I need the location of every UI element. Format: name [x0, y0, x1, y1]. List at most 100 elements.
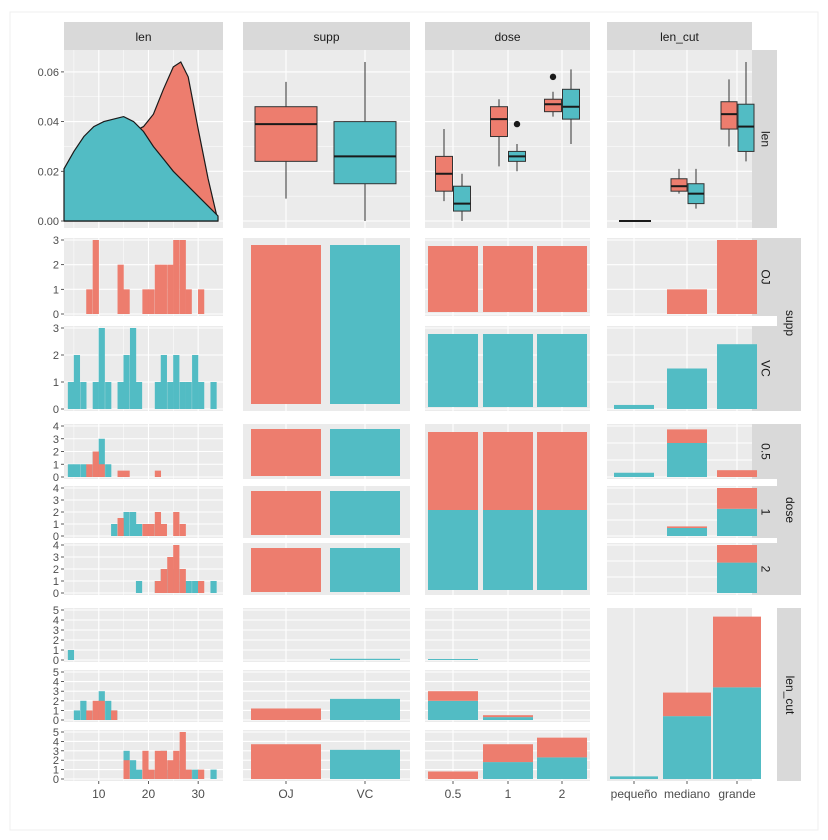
supp-vc-y-label: 1: [53, 377, 59, 389]
density-y-label: 0.06: [38, 67, 59, 79]
bar-len-cut-pequeno-dose-0-vc: [428, 659, 478, 660]
boxplot-dose-1-oj-box: [490, 106, 508, 138]
bar-supp-vc-len-cut-0: [614, 404, 654, 409]
hist-supp-vc-bar: [73, 355, 81, 409]
hist-dose-0.5-bar: [98, 438, 105, 477]
bar-supp-oj-dose-2: [537, 246, 587, 312]
bar-supp-oj-dose-0.5: [428, 246, 478, 312]
bar-dose-2-supp-vc: [330, 548, 400, 592]
hist-supp-vc-bar: [173, 355, 180, 409]
hist-supp-vc-bar: [185, 382, 192, 409]
hist-supp-oj-bar: [185, 289, 192, 314]
bar-dose-2-len-cut-2-vc: [717, 562, 757, 593]
row-strip-len-label: len: [758, 131, 772, 147]
hist-supp-vc-bar: [123, 355, 130, 409]
hist-len-cut-grande-bar: [148, 769, 155, 779]
bar-len-cut-grande-supp-oj: [251, 744, 321, 779]
hist-len-cut-grande-bar: [154, 750, 162, 779]
row-strip-supp: [777, 238, 801, 411]
hist-len-cut-mediano-bar: [111, 710, 118, 720]
bar-dose-1-supp-oj: [251, 491, 321, 535]
bar-supp-vc: [330, 245, 400, 404]
dose-1-y-label: 1: [53, 519, 59, 531]
bar-dose-by-dose-1-vc: [483, 510, 533, 590]
column-strip-supp: [243, 22, 410, 50]
hist-supp-vc-bar: [135, 382, 143, 409]
boxplot-len-cut-mediano-oj-box: [670, 178, 688, 192]
column-strip-len: [64, 22, 223, 50]
bar-supp-oj-len-cut-1: [667, 289, 707, 314]
hist-dose-1-bar: [154, 512, 162, 536]
hist-len-cut-grande-bar: [198, 769, 205, 779]
row-strip-dose-label: dose: [783, 497, 797, 523]
bar-dose-by-dose-2-vc: [537, 510, 587, 590]
len-cut-pequeno-y-label: 4: [53, 615, 59, 627]
row-substrip-dose-2-label: 2: [758, 566, 772, 573]
bar-dose-1-supp-vc: [330, 491, 400, 535]
supp-vc-y-label: 0: [53, 404, 59, 416]
hist-supp-vc-bar: [117, 382, 124, 409]
dose-0.5-y-label: 4: [53, 421, 59, 433]
hist-dose-1-bar: [148, 524, 155, 536]
hist-len-cut-grande-bar: [142, 750, 149, 779]
hist-len-cut-grande-bar: [129, 760, 137, 779]
hist-len-cut-grande-bar: [179, 732, 186, 779]
hist-dose-2-bar: [154, 581, 162, 593]
len-cut-grande-y-label: 0: [53, 774, 59, 786]
hist-supp-oj-bar: [92, 240, 99, 314]
hist-dose-2-bar: [210, 581, 217, 593]
supp-oj-y-label: 2: [53, 260, 59, 272]
hist-dose-2-bar: [198, 581, 205, 593]
boxplot-supp-vc: [333, 61, 397, 221]
hist-len-cut-mediano-bar: [86, 710, 93, 720]
hist-supp-oj-bar: [198, 289, 205, 314]
hist-supp-vc-bar: [198, 382, 205, 409]
dose-1-y-label: 0: [53, 531, 59, 543]
hist-supp-vc-bar: [167, 382, 174, 409]
bar-dose-0.5-supp-vc: [330, 429, 400, 476]
hist-len-cut-grande-bar: [173, 750, 180, 779]
dose-1-y-label: 2: [53, 507, 59, 519]
boxplot-len-cut-grande-oj-box: [720, 101, 738, 130]
len-cut-grande-y-label: 4: [53, 736, 59, 748]
hist-len-cut-mediano-bar: [92, 700, 99, 720]
hist-dose-2-bar: [167, 557, 174, 593]
hist-len-cut-pequeno-bar: [67, 650, 75, 660]
hist-supp-vc-bar: [105, 382, 112, 409]
hist-supp-oj-bar: [142, 289, 149, 314]
x-len-cut-label: pequeño: [611, 787, 658, 801]
bar-supp-oj: [251, 245, 321, 404]
row-strip-len: [752, 50, 777, 228]
hist-dose-1-bar: [111, 524, 118, 536]
dose-2-y-label: 1: [53, 576, 59, 588]
row-substrip-dose-0.5: [752, 424, 777, 479]
hist-supp-oj-bar: [173, 240, 180, 314]
boxplot-len-cut-mediano-vc: [687, 168, 705, 209]
hist-dose-0.5-bar: [92, 451, 99, 477]
bar-len-cut-grande-supp-vc: [330, 749, 400, 779]
boxplot-len-cut-grande-vc-box: [737, 103, 755, 152]
supp-vc-y-label: 3: [53, 323, 59, 335]
density-y-label: 0.00: [38, 216, 59, 228]
len-cut-grande-y-label: 1: [53, 765, 59, 777]
len-cut-mediano-y-label: 1: [53, 705, 59, 717]
x-dose-label: 0.5: [445, 787, 462, 801]
boxplot-dose-1-vc: [508, 120, 526, 172]
dose-1-y-label: 3: [53, 495, 59, 507]
dose-2-y-label: 2: [53, 564, 59, 576]
hist-dose-2-bar: [160, 569, 167, 593]
x-supp-label: OJ: [278, 787, 293, 801]
dose-2-y-label: 3: [53, 552, 59, 564]
column-strip-label-supp: supp: [313, 30, 339, 44]
dose-0.5-y-label: 1: [53, 459, 59, 471]
supp-oj-y-label: 0: [53, 309, 59, 321]
hist-len-cut-grande-bar: [210, 769, 217, 779]
bar-dose-by-dose-2-oj: [537, 432, 587, 510]
hist-len-cut-grande-bar: [135, 769, 143, 779]
hist-dose-1-bar: [135, 524, 143, 536]
row-substrip-oj-label: OJ: [758, 269, 772, 284]
row-strip-len-cut: [777, 608, 801, 781]
hist-dose-2-bar: [192, 581, 199, 593]
hist-supp-oj-bar: [117, 264, 124, 314]
